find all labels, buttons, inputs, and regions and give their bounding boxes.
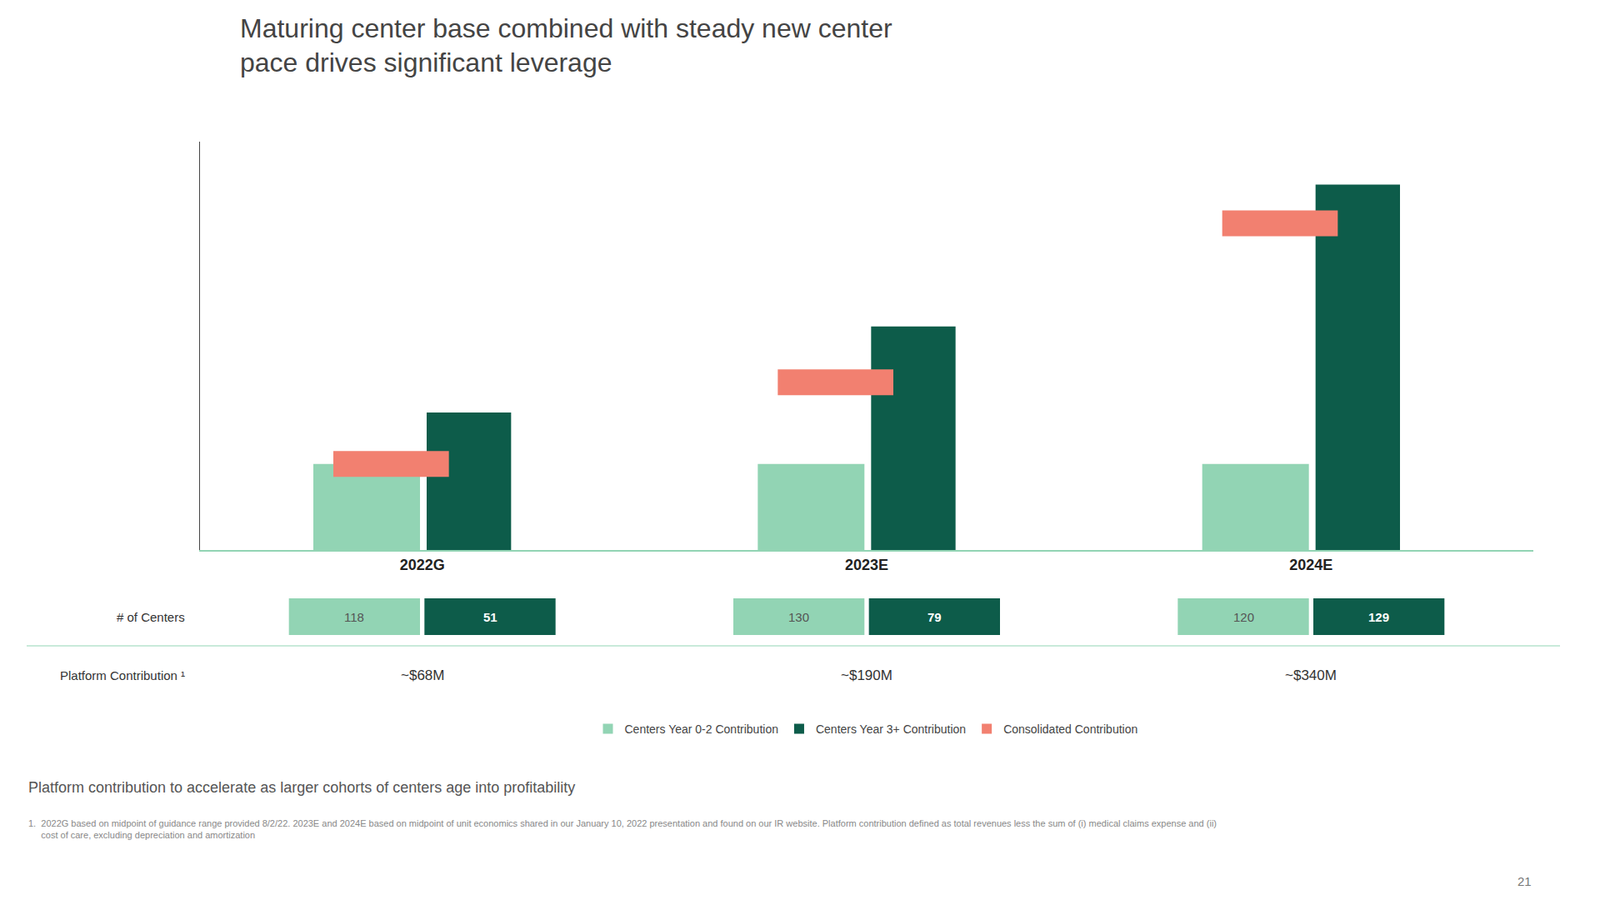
svg-text:1. 2022G based on midpoint of: 1. 2022G based on midpoint of guidance r… (28, 818, 1217, 840)
svg-text:2024E: 2024E (1289, 556, 1333, 574)
svg-text:129: 129 (1368, 610, 1390, 625)
svg-text:~$340M: ~$340M (1285, 667, 1337, 684)
svg-text:Centers Year 3+ Contribution: Centers Year 3+ Contribution (815, 722, 966, 736)
svg-text:Platform Contribution ¹: Platform Contribution ¹ (60, 668, 185, 683)
svg-text:118: 118 (344, 610, 365, 625)
svg-text:51: 51 (483, 610, 498, 625)
svg-text:2022G: 2022G (400, 556, 445, 574)
svg-text:130: 130 (788, 610, 810, 625)
svg-text:79: 79 (927, 610, 942, 625)
svg-text:Consolidated Contribution: Consolidated Contribution (1003, 722, 1138, 736)
svg-text:21: 21 (1517, 874, 1532, 889)
svg-text:Centers Year 0-2 Contribution: Centers Year 0-2 Contribution (625, 722, 779, 736)
svg-text:~$68M: ~$68M (400, 667, 445, 684)
svg-text:Platform contribution to accel: Platform contribution to accelerate as l… (28, 779, 575, 796)
svg-text:120: 120 (1233, 610, 1255, 625)
svg-text:Maturing center base combined: Maturing center base combined with stead… (240, 13, 893, 79)
svg-text:2023E: 2023E (845, 556, 889, 574)
svg-text:# of Centers: # of Centers (116, 610, 185, 625)
svg-text:~$190M: ~$190M (840, 667, 893, 684)
